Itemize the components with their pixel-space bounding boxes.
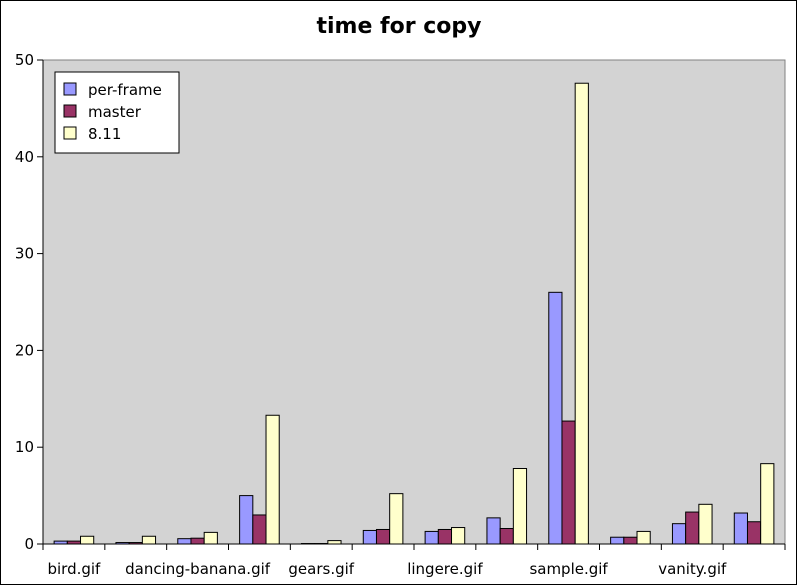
bar-8-11-8 [575,83,588,544]
bar-8-11-2 [204,532,217,544]
bar-8-11-10 [699,504,712,544]
bar-per-frame-7 [487,518,500,544]
bar-per-frame-3 [240,496,253,544]
bar-8-11-3 [266,415,279,544]
x-tick-label: bird.gif [47,560,101,578]
bar-per-frame-9 [611,537,624,544]
legend-label-2: 8.11 [88,125,121,143]
bar-8-11-0 [81,536,94,544]
bar-per-frame-2 [178,539,191,544]
bar-master-8 [562,421,575,544]
bar-master-10 [686,512,699,544]
bar-8-11-11 [761,464,774,544]
bar-master-11 [747,522,760,544]
legend-swatch-0 [64,83,76,95]
legend-label-1: master [88,103,142,121]
bar-per-frame-8 [549,292,562,544]
y-tick-label: 30 [15,245,34,263]
bar-8-11-6 [452,528,465,544]
bar-master-6 [438,529,451,544]
bar-master-5 [376,529,389,544]
x-tick-label: gears.gif [288,560,354,578]
legend-label-0: per-frame [88,81,162,99]
bar-8-11-4 [328,541,341,544]
bar-per-frame-6 [425,531,438,544]
x-tick-label: vanity.gif [658,560,727,578]
x-tick-label: lingere.gif [407,560,483,578]
y-tick-label: 0 [24,535,34,553]
x-tick-label: sample.gif [529,560,608,578]
legend: per-frame master 8.11 [55,72,179,153]
chart-title: time for copy [317,14,482,39]
bar-master-7 [500,529,513,544]
y-tick-label: 10 [15,438,34,456]
x-tick-label: dancing-banana.gif [125,560,271,578]
y-tick-label: 50 [15,51,34,69]
bar-8-11-5 [390,494,403,544]
bar-per-frame-10 [672,524,685,544]
bar-per-frame-11 [734,513,747,544]
bar-per-frame-5 [363,530,376,544]
bar-8-11-1 [142,536,155,544]
bar-8-11-9 [637,531,650,544]
legend-swatch-1 [64,105,76,117]
bar-master-2 [191,538,204,544]
bar-master-3 [253,515,266,544]
legend-swatch-2 [64,127,76,139]
bar-master-9 [624,537,637,544]
y-tick-label: 20 [15,341,34,359]
y-tick-label: 40 [15,148,34,166]
bar-8-11-7 [513,469,526,545]
